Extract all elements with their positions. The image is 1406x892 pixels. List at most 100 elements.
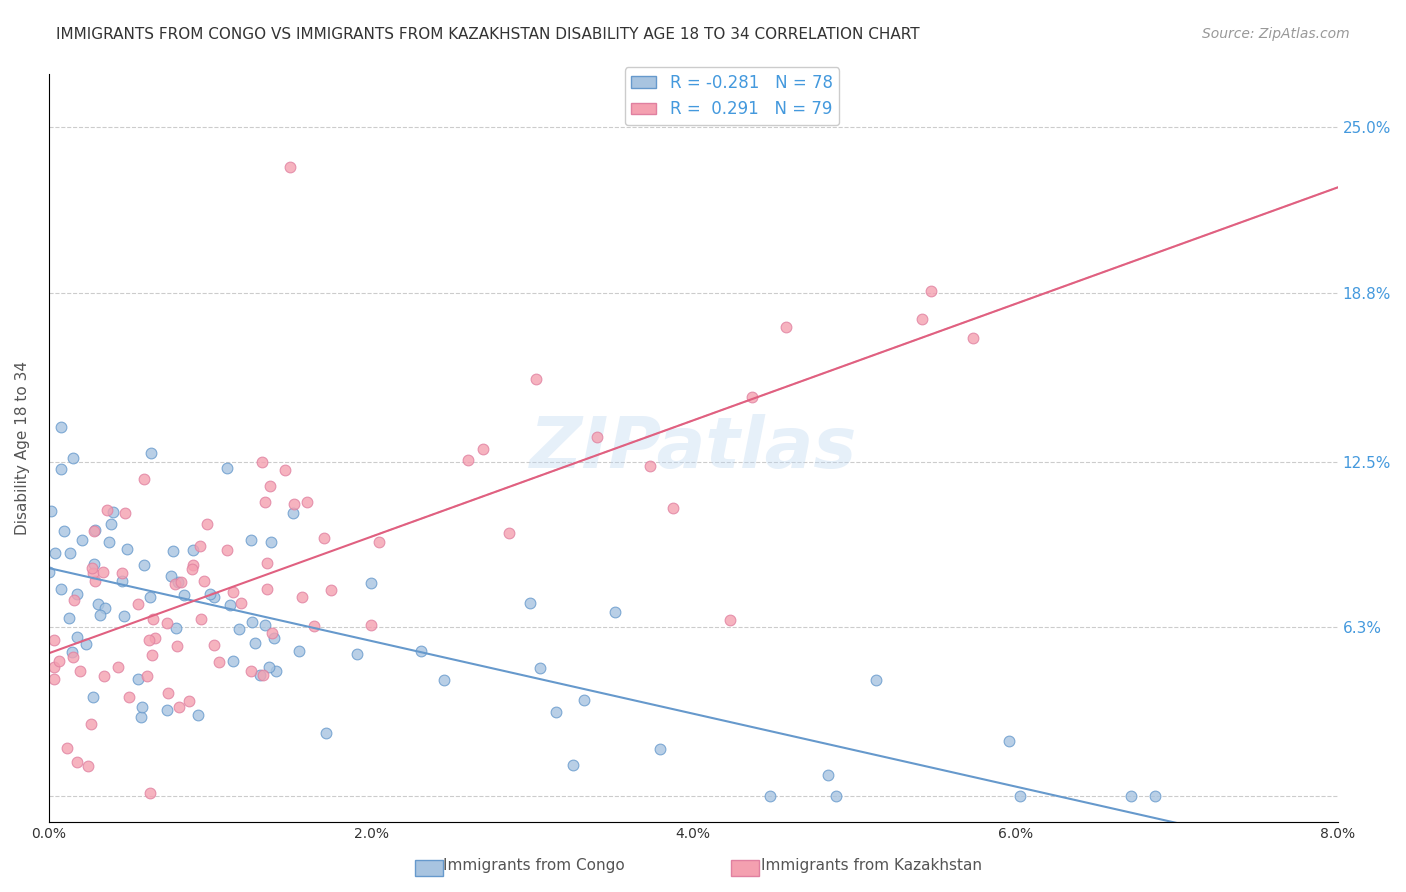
Point xyxy=(42,673,65,687)
Point xyxy=(252,667,274,681)
Point xyxy=(865,673,887,687)
Point xyxy=(202,638,225,652)
Point xyxy=(139,445,162,459)
Point xyxy=(83,523,105,537)
Point xyxy=(157,685,180,699)
Point xyxy=(132,558,155,572)
Text: ZIPatlas: ZIPatlas xyxy=(530,414,856,483)
Point xyxy=(228,622,250,636)
Point xyxy=(165,577,187,591)
Point xyxy=(181,543,204,558)
Point xyxy=(44,546,66,560)
Point xyxy=(962,331,984,345)
Point xyxy=(546,705,568,719)
Point xyxy=(107,660,129,674)
Point xyxy=(1121,789,1143,803)
Point xyxy=(70,533,93,548)
Point xyxy=(409,644,432,658)
Point xyxy=(190,612,212,626)
Point xyxy=(66,755,89,769)
Point xyxy=(127,597,149,611)
Point xyxy=(66,587,89,601)
Point xyxy=(321,582,343,597)
Point xyxy=(62,650,84,665)
Point xyxy=(519,596,541,610)
Point xyxy=(82,690,104,704)
Point xyxy=(127,673,149,687)
Point xyxy=(561,758,583,772)
Point xyxy=(221,585,243,599)
Point xyxy=(98,534,121,549)
Point xyxy=(165,621,187,635)
Point xyxy=(741,390,763,404)
Point xyxy=(920,285,942,299)
Point xyxy=(240,533,263,547)
Point xyxy=(66,630,89,644)
Point xyxy=(256,582,278,597)
Point xyxy=(775,320,797,334)
Point xyxy=(250,455,273,469)
Point xyxy=(142,612,165,626)
Point xyxy=(96,503,118,517)
Point xyxy=(253,618,276,632)
Point xyxy=(471,442,494,457)
Point xyxy=(243,636,266,650)
Point xyxy=(136,669,159,683)
Point xyxy=(156,616,179,631)
Point xyxy=(138,591,160,605)
Point xyxy=(368,534,391,549)
Point xyxy=(80,717,103,731)
Point xyxy=(69,665,91,679)
Point xyxy=(44,632,66,647)
Point xyxy=(138,786,160,800)
Point xyxy=(51,419,73,434)
Point xyxy=(187,707,209,722)
Point xyxy=(38,566,60,580)
Point xyxy=(170,575,193,590)
Point xyxy=(53,524,76,538)
Text: Immigrants from Congo: Immigrants from Congo xyxy=(443,858,626,872)
Point xyxy=(256,556,278,570)
Point xyxy=(314,531,336,545)
Point xyxy=(59,546,82,560)
Point xyxy=(315,725,337,739)
Point xyxy=(998,733,1021,747)
Point xyxy=(87,598,110,612)
Point xyxy=(240,615,263,629)
Point xyxy=(83,557,105,571)
Point xyxy=(346,647,368,661)
Point xyxy=(180,562,202,576)
Point xyxy=(200,587,222,601)
Point xyxy=(249,668,271,682)
Point xyxy=(62,450,84,465)
Point xyxy=(162,543,184,558)
Point xyxy=(262,626,284,640)
Point xyxy=(80,561,103,575)
Point xyxy=(824,789,846,803)
Point xyxy=(360,576,382,591)
Point xyxy=(603,605,626,619)
Point xyxy=(817,768,839,782)
Point xyxy=(110,566,132,580)
Point xyxy=(295,495,318,509)
Point xyxy=(156,703,179,717)
Point xyxy=(83,574,105,588)
Point xyxy=(41,504,63,518)
Point xyxy=(93,601,115,615)
Point xyxy=(63,592,86,607)
Point xyxy=(179,694,201,708)
Point xyxy=(183,558,205,572)
Text: Source: ZipAtlas.com: Source: ZipAtlas.com xyxy=(1202,27,1350,41)
Point xyxy=(283,498,305,512)
Text: IMMIGRANTS FROM CONGO VS IMMIGRANTS FROM KAZAKHSTAN DISABILITY AGE 18 TO 34 CORR: IMMIGRANTS FROM CONGO VS IMMIGRANTS FROM… xyxy=(56,27,920,42)
Legend: R = -0.281   N = 78, R =  0.291   N = 79: R = -0.281 N = 78, R = 0.291 N = 79 xyxy=(624,67,839,125)
Point xyxy=(195,516,218,531)
Point xyxy=(167,700,190,714)
Point xyxy=(457,453,479,467)
Point xyxy=(129,710,152,724)
Point xyxy=(229,596,252,610)
Point xyxy=(91,565,114,579)
Point xyxy=(167,575,190,590)
Point xyxy=(131,699,153,714)
Point xyxy=(117,541,139,556)
